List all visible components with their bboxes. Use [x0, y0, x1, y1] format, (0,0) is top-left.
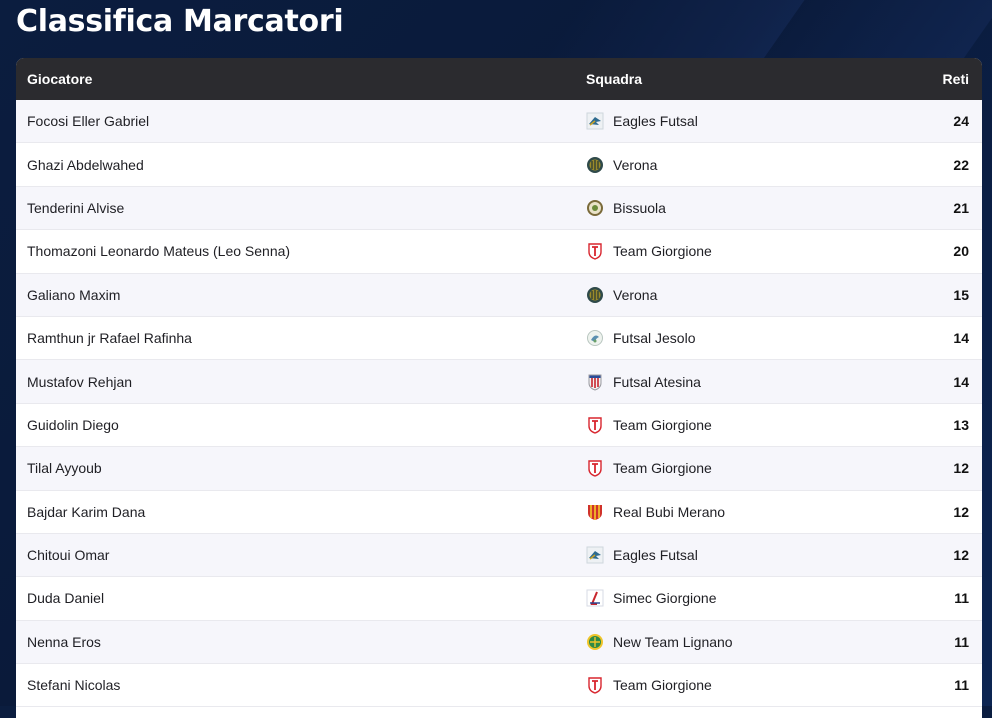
giorgione-logo-icon — [586, 676, 604, 695]
player-name: Ramthun jr Rafael Rafinha — [27, 330, 192, 347]
player-name: Bajdar Karim Dana — [27, 503, 146, 520]
team-cell: Team Giorgione — [574, 416, 886, 434]
team-cell: Team Giorgione — [574, 459, 886, 478]
table-row[interactable]: Guidolin Diego Team Giorgione 13 — [16, 403, 982, 448]
table-row[interactable]: Focosi Eller Gabriel Eagles Futsal 24 — [16, 100, 982, 144]
header-team: Squadra — [586, 71, 643, 87]
table-body: Focosi Eller Gabriel Eagles Futsal 24 Ghazi… — [16, 100, 982, 708]
table-row[interactable]: Tilal Ayyoub Team Giorgione 12 — [16, 447, 982, 491]
verona-logo-icon — [586, 286, 604, 304]
team-cell: Team Giorgione — [574, 676, 886, 695]
table-row[interactable]: Ghazi Abdelwahed Verona 22 — [16, 143, 982, 187]
table-row[interactable]: Duda Daniel Simec Giorgione 11 — [16, 577, 982, 621]
team-name: Futsal Jesolo — [613, 330, 696, 347]
table-row[interactable]: Bajdar Karim Dana Real Bubi Merano 12 — [16, 490, 982, 534]
verona-logo-icon — [586, 156, 604, 174]
team-name: Team Giorgione — [613, 243, 712, 260]
player-name: Nenna Eros — [27, 633, 101, 650]
eagles-logo-icon — [586, 112, 604, 130]
giorgione-logo-icon — [586, 459, 604, 478]
bissuola-logo-icon — [586, 199, 604, 217]
goals-count: 12 — [953, 503, 969, 520]
goals-count: 11 — [954, 590, 969, 607]
player-name: Galiano Maxim — [27, 286, 121, 303]
header-player: Giocatore — [27, 71, 93, 87]
team-cell: Bissuola — [574, 199, 886, 217]
team-name: Simec Giorgione — [613, 590, 717, 607]
goals-count: 14 — [953, 330, 969, 347]
atesina-logo-icon — [586, 373, 604, 391]
team-cell: Real Bubi Merano — [574, 503, 886, 521]
table-row[interactable]: Nenna Eros New Team Lignano 11 — [16, 620, 982, 665]
page-title: Classifica Marcatori — [16, 4, 344, 39]
goals-count: 14 — [953, 373, 969, 390]
team-cell: Verona — [574, 156, 886, 174]
team-name: Real Bubi Merano — [613, 503, 726, 520]
goals-count: 11 — [954, 677, 969, 694]
player-name: Chitoui Omar — [27, 547, 110, 564]
table-row[interactable]: Mustafov Rehjan Futsal Atesina 14 — [16, 360, 982, 404]
giorgione-logo-icon — [586, 416, 604, 434]
lignano-logo-icon — [586, 633, 604, 651]
giorgione-logo-icon — [586, 242, 604, 261]
eagles-logo-icon — [586, 546, 604, 564]
team-name: Eagles Futsal — [613, 113, 698, 130]
merano-logo-icon — [586, 503, 604, 521]
goals-count: 20 — [953, 243, 969, 260]
player-name: Duda Daniel — [27, 590, 105, 607]
table-row[interactable]: Chitoui Omar Eagles Futsal 12 — [16, 533, 982, 578]
team-name: Team Giorgione — [613, 416, 712, 433]
player-name: Stefani Nicolas — [27, 677, 121, 694]
player-name: Ghazi Abdelwahed — [27, 156, 144, 173]
table-row[interactable]: Galiano Maxim Verona 15 — [16, 273, 982, 317]
team-cell: Team Giorgione — [574, 242, 886, 261]
team-name: Eagles Futsal — [613, 547, 698, 564]
team-name: Verona — [613, 156, 658, 173]
team-cell: Eagles Futsal — [574, 112, 886, 130]
player-name: Focosi Eller Gabriel — [27, 113, 150, 130]
player-name: Guidolin Diego — [27, 416, 119, 433]
player-name: Tilal Ayyoub — [27, 460, 102, 477]
team-name: Team Giorgione — [613, 677, 712, 694]
goals-count: 12 — [953, 460, 969, 477]
player-name: Mustafov Rehjan — [27, 373, 133, 390]
team-cell: Futsal Jesolo — [574, 329, 886, 347]
scorers-table: Giocatore Squadra Reti Focosi Eller Gabr… — [16, 58, 982, 718]
table-row[interactable]: Stefani Nicolas Team Giorgione 11 — [16, 664, 982, 708]
team-cell: Futsal Atesina — [574, 373, 886, 391]
team-name: Bissuola — [613, 199, 666, 216]
simec-logo-icon — [586, 589, 604, 607]
table-row[interactable]: Tenderini Alvise Bissuola 21 — [16, 186, 982, 231]
team-name: Verona — [613, 286, 658, 303]
team-cell: Eagles Futsal — [574, 546, 886, 564]
team-name: New Team Lignano — [613, 633, 733, 650]
goals-count: 12 — [953, 547, 969, 564]
table-row[interactable]: Ramthun jr Rafael Rafinha Futsal Jesolo 14 — [16, 316, 982, 361]
goals-count: 13 — [953, 416, 969, 433]
goals-count: 24 — [953, 113, 969, 130]
team-name: Futsal Atesina — [613, 373, 701, 390]
team-cell: Verona — [574, 286, 886, 304]
header-goals: Reti — [942, 71, 969, 87]
team-cell: New Team Lignano — [574, 633, 886, 651]
goals-count: 21 — [953, 199, 969, 216]
table-row[interactable]: Thomazoni Leonardo Mateus (Leo Senna) Tea… — [16, 230, 982, 274]
goals-count: 11 — [954, 633, 969, 650]
player-name: Thomazoni Leonardo Mateus (Leo Senna) — [27, 243, 291, 260]
jesolo-logo-icon — [586, 329, 604, 347]
team-cell: Simec Giorgione — [574, 589, 886, 607]
player-name: Tenderini Alvise — [27, 199, 125, 216]
goals-count: 15 — [953, 286, 969, 303]
team-name: Team Giorgione — [613, 460, 712, 477]
goals-count: 22 — [953, 156, 969, 173]
table-header: Giocatore Squadra Reti — [16, 58, 982, 100]
